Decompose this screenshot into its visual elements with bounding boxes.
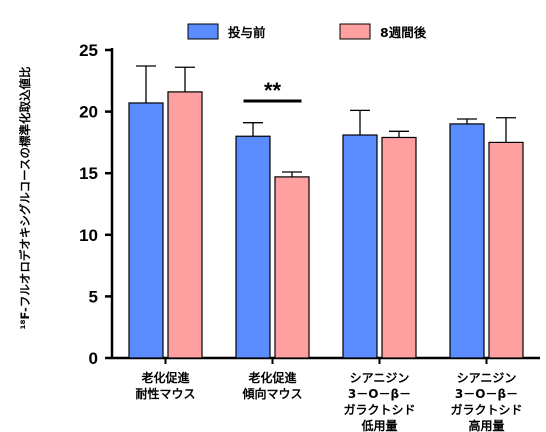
y-axis-label-group: ¹⁸F-フルオロデオキシグルコースの標準化取込値比 [18, 66, 32, 330]
x-tick-label: ガラクトシド [450, 402, 522, 417]
legend-swatch [339, 23, 371, 40]
legend-label: 8週間後 [380, 25, 427, 40]
bar [381, 136, 417, 359]
x-tick-label: 老化促進 [248, 370, 297, 385]
significance-annotation: ** [243, 78, 302, 103]
y-tick-label: 5 [89, 287, 98, 306]
x-tick-label: 耐性マウス [135, 386, 195, 401]
bar [449, 123, 485, 359]
x-tick-labels: 老化促進耐性マウス老化促進傾向マウスシアニジン3－O－β－ガラクトシド低用量シア… [135, 370, 522, 432]
x-tick-label: 高用量 [468, 418, 504, 432]
bar [488, 141, 524, 359]
bar [274, 176, 310, 359]
x-tick-label: 老化促進 [141, 370, 190, 385]
significance-label: ** [264, 78, 282, 103]
legend-label: 投与前 [228, 25, 266, 40]
bars [128, 65, 524, 359]
bar [342, 134, 378, 359]
x-tick-label: 傾向マウス [241, 386, 302, 401]
y-axis-label: ¹⁸F-フルオロデオキシグルコースの標準化取込値比 [18, 66, 32, 330]
x-tick-label: 低用量 [360, 418, 397, 432]
y-tick-label: 15 [79, 164, 98, 183]
legend-swatch [187, 23, 219, 40]
x-tick-label: シアニジン [457, 371, 517, 385]
bar [235, 135, 271, 359]
y-tick-label: 10 [79, 226, 98, 245]
y-tick-label: 25 [79, 41, 98, 60]
x-tick-label: 3－O－β－ [348, 387, 411, 401]
y-tick-label: 0 [89, 349, 98, 368]
bar [128, 102, 164, 359]
bar [167, 91, 203, 359]
x-tick-label: シアニジン [350, 371, 410, 385]
y-tick-label: 20 [79, 103, 98, 122]
x-tick-label: 3－O－β－ [455, 387, 518, 401]
legend: 投与前 8週間後 [187, 23, 427, 40]
x-tick-label: ガラクトシド [343, 402, 415, 417]
